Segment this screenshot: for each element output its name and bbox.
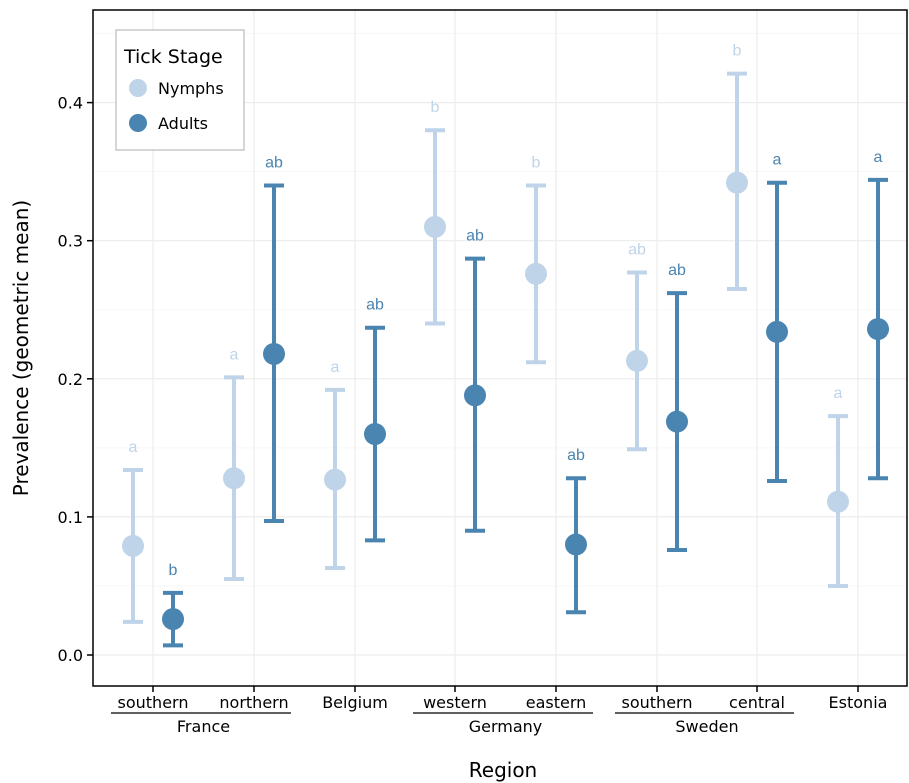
significance-label-nymphs: b (532, 154, 541, 171)
point-adults (565, 533, 587, 556)
point-adults (364, 423, 386, 446)
significance-label-nymphs: a (129, 439, 138, 456)
significance-label-nymphs: ab (628, 241, 646, 258)
y-tick-label: 0.4 (58, 94, 83, 113)
group-label: Sweden (675, 717, 738, 736)
y-tick-label: 0.0 (58, 646, 83, 665)
point-adults (867, 318, 889, 341)
group-label: France (177, 717, 230, 736)
significance-label-adults: ab (466, 228, 484, 245)
y-tick-label: 0.2 (58, 370, 83, 389)
point-adults (464, 384, 486, 407)
point-nymphs (424, 215, 446, 238)
x-tick-label: central (729, 693, 785, 712)
x-tick-label: western (423, 693, 487, 712)
point-nymphs (324, 468, 346, 491)
significance-label-adults: ab (668, 262, 686, 279)
x-tick-label: northern (219, 693, 288, 712)
significance-label-nymphs: a (230, 346, 239, 363)
plot-frame (92, 9, 908, 687)
legend-marker-adults (129, 114, 147, 132)
x-tick-label: Belgium (322, 693, 388, 712)
point-nymphs (122, 534, 144, 557)
significance-label-nymphs: a (834, 385, 843, 402)
point-adults (162, 608, 184, 631)
x-tick-label: southern (622, 693, 693, 712)
legend: Tick Stage Nymphs Adults (115, 29, 245, 151)
point-nymphs (626, 349, 648, 372)
significance-label-nymphs: b (733, 43, 742, 60)
x-axis-title: Region (469, 758, 537, 782)
x-tick-label: southern (118, 693, 189, 712)
significance-label-adults: ab (366, 297, 384, 314)
legend-label-nymphs: Nymphs (158, 79, 224, 98)
legend-marker-nymphs (129, 79, 147, 97)
point-adults (263, 342, 285, 365)
point-nymphs (223, 467, 245, 490)
y-tick-label: 0.3 (58, 232, 83, 251)
significance-label-nymphs: a (331, 359, 340, 376)
x-tick-label: eastern (526, 693, 587, 712)
y-tick-label: 0.1 (58, 508, 83, 527)
point-nymphs (525, 262, 547, 285)
significance-label-adults: ab (567, 447, 585, 464)
significance-label-nymphs: b (431, 99, 440, 116)
point-nymphs (827, 490, 849, 513)
significance-label-adults: b (169, 562, 178, 579)
point-adults (766, 320, 788, 343)
point-nymphs (726, 171, 748, 194)
x-tick-label: Estonia (829, 693, 888, 712)
point-adults (666, 410, 688, 433)
legend-label-adults: Adults (158, 114, 208, 133)
group-label: Germany (469, 717, 543, 736)
legend-title: Tick Stage (123, 46, 223, 68)
significance-label-adults: a (874, 149, 883, 166)
axes-layer: 0.0 0.1 0.2 0.3 0.4 southern northern Belgium we… (58, 94, 888, 736)
y-axis-title: Prevalence (geometric mean) (9, 200, 33, 496)
points-layer (122, 171, 889, 631)
significance-label-adults: ab (265, 154, 283, 171)
significance-label-adults: a (773, 152, 782, 169)
